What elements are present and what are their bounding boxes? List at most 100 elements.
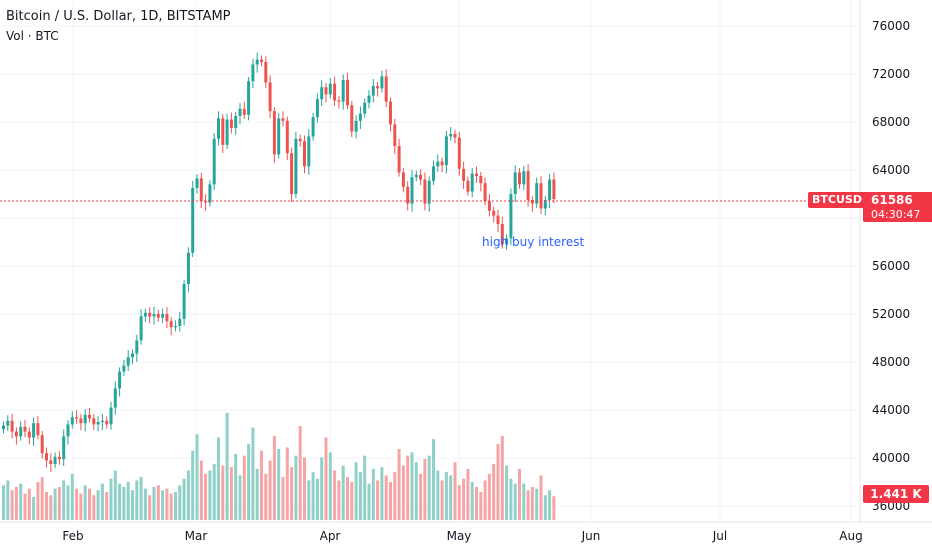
candle-body: [505, 238, 509, 245]
symbol-title[interactable]: Bitcoin / U.S. Dollar, 1D, BITSTAMP: [6, 9, 231, 24]
candle-body: [427, 180, 431, 204]
last-volume-label: 1.441 K: [863, 485, 929, 503]
volume-bar: [135, 480, 139, 520]
candle-body: [255, 59, 259, 65]
x-tick-label: Apr: [320, 529, 341, 543]
volume-bar: [148, 495, 152, 520]
volume-bar: [277, 449, 281, 520]
candle-body: [444, 136, 448, 166]
candle-body: [165, 314, 169, 322]
candle-body: [36, 423, 40, 436]
volume-bar: [350, 482, 354, 520]
volume-bar: [354, 462, 358, 520]
x-tick-label: Feb: [62, 529, 83, 543]
price-axis: 3600040000440004800052000560006000064000…: [859, 0, 910, 522]
volume-bar: [79, 493, 83, 520]
candle-body: [208, 184, 212, 203]
volume-bar: [539, 475, 543, 520]
volume-bar: [2, 485, 5, 520]
volume-bar: [156, 485, 160, 520]
candle-body: [225, 119, 229, 145]
volume-bar: [397, 449, 401, 520]
volume-bar: [45, 491, 48, 520]
volume-bar: [32, 496, 36, 520]
volume-bar: [513, 483, 517, 520]
candle-body: [294, 138, 298, 194]
x-tick-label: Mar: [185, 529, 208, 543]
candle-body: [122, 365, 126, 372]
candle-body: [212, 138, 216, 185]
candle-body: [53, 456, 57, 464]
candle-body: [174, 326, 177, 328]
volume-bar: [268, 460, 272, 520]
candle-body: [509, 194, 513, 239]
candle-body: [156, 314, 160, 318]
volume-bar: [432, 439, 435, 520]
candle-body: [320, 87, 324, 100]
candle-body: [535, 183, 539, 204]
volume-bar: [371, 468, 375, 520]
volume-bar: [139, 477, 143, 520]
candle-body: [397, 146, 401, 173]
volume-bar: [122, 487, 126, 520]
symbol-price-tag: BTCUSD: [808, 192, 866, 208]
x-tick-label: Jun: [581, 529, 601, 543]
candle-body: [298, 138, 302, 142]
candle-body: [260, 59, 263, 62]
candle-body: [19, 426, 23, 437]
volume-bar: [234, 454, 238, 520]
volume-bar: [479, 491, 483, 520]
annotation-text[interactable]: high buy interest: [482, 235, 585, 249]
candle-body: [57, 456, 61, 460]
volume-bar: [62, 480, 66, 520]
volume-bar: [462, 478, 466, 520]
volume-bar: [367, 483, 371, 520]
candle-body: [539, 183, 543, 209]
volume-bar: [152, 487, 156, 520]
y-tick-label: 52000: [872, 307, 910, 321]
candle-body: [483, 183, 487, 202]
x-tick-label: May: [447, 529, 472, 543]
candle-body: [406, 186, 410, 204]
volume-bar: [333, 470, 337, 520]
volume-bar: [161, 490, 165, 520]
volume-bar: [363, 455, 367, 520]
volume-bar: [543, 495, 547, 520]
candle-body: [238, 108, 242, 116]
candle-body: [221, 118, 225, 145]
volume-bar: [178, 485, 182, 520]
volume-bar: [281, 477, 285, 520]
candle-body: [100, 420, 104, 422]
volume-bar: [199, 460, 203, 520]
candle-body: [363, 102, 367, 114]
candle-body: [487, 201, 491, 211]
volume-bar: [440, 480, 444, 520]
candle-body: [492, 210, 496, 216]
candle-body: [6, 420, 10, 426]
volume-bar: [483, 480, 487, 520]
volume-bar: [307, 480, 311, 520]
volume-bar: [242, 455, 246, 520]
candle-body: [475, 173, 478, 176]
candle-body: [66, 424, 70, 437]
volume-bar: [14, 487, 18, 520]
candle-body: [70, 417, 74, 425]
volume-bar: [487, 473, 491, 520]
candle-body: [186, 252, 190, 284]
candle-body: [32, 423, 36, 438]
volume-bar: [264, 473, 268, 520]
candle-body: [178, 318, 182, 326]
candle-body: [414, 174, 418, 178]
volume-bar: [238, 475, 242, 520]
volume-bar: [186, 470, 190, 520]
volume-bar: [19, 483, 23, 520]
volume-indicator-label[interactable]: Vol · BTC: [6, 29, 59, 43]
volume-bar: [272, 435, 276, 520]
volume-bar: [83, 485, 87, 520]
candle-body: [45, 453, 48, 461]
candle-body: [88, 414, 91, 419]
volume-bar: [346, 477, 349, 520]
volume-bar: [298, 425, 302, 520]
candle-body: [182, 284, 186, 319]
